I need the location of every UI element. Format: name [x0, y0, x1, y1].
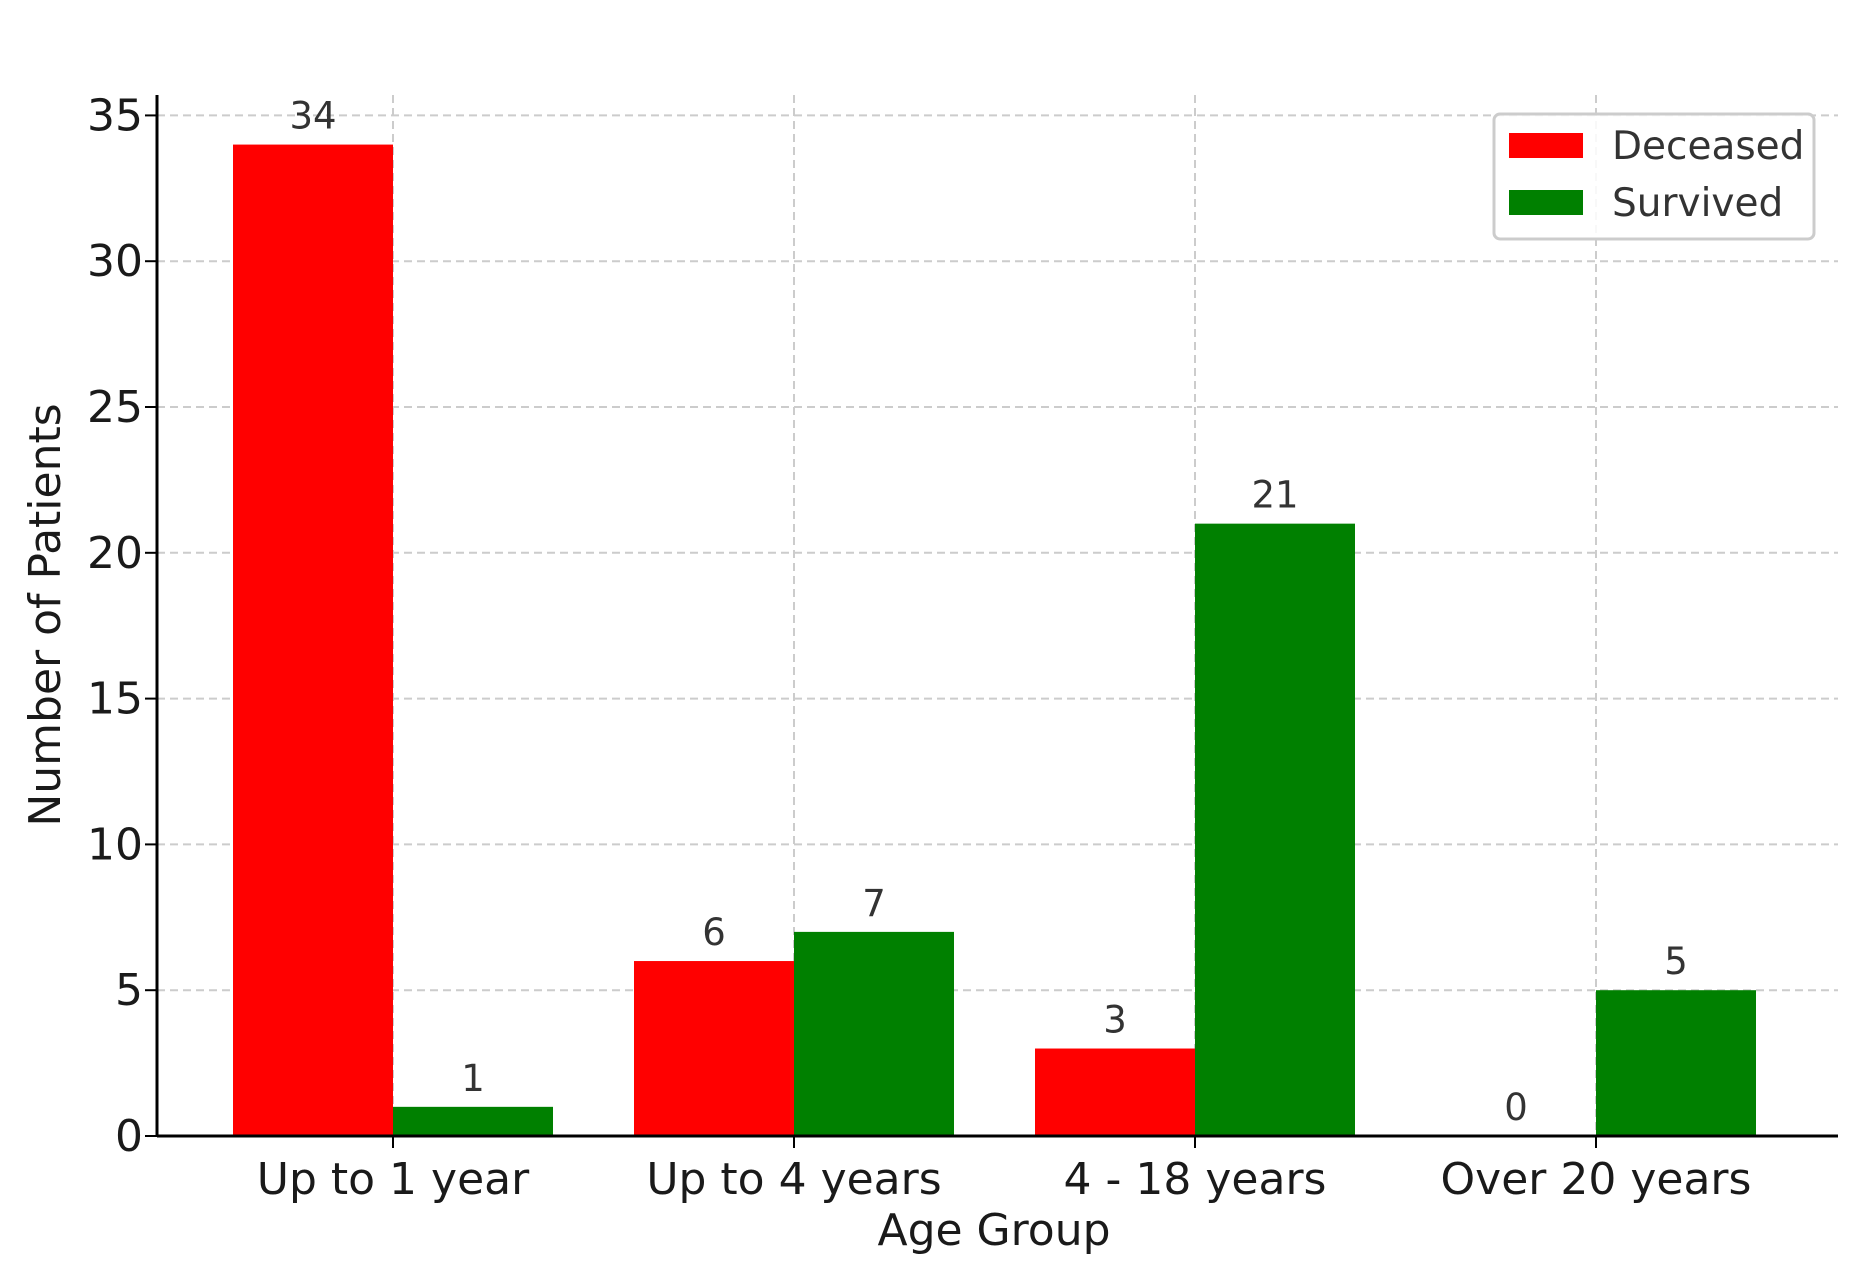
y-tick-label: 0 — [115, 1111, 143, 1162]
bar-survived-2 — [794, 931, 954, 1136]
bar-deceased-1 — [233, 144, 393, 1137]
bars — [233, 144, 1756, 1137]
legend: Deceased Survived — [1492, 112, 1816, 241]
y-tick-label: 15 — [87, 674, 143, 725]
x-tick-label: 4 - 18 years — [1064, 1154, 1327, 1205]
bar-survived-3 — [1195, 523, 1355, 1136]
bar-survived-1 — [393, 1106, 553, 1136]
data-label: 6 — [702, 911, 726, 954]
legend-swatch-survived — [1509, 190, 1583, 215]
y-tick-label: 5 — [115, 965, 143, 1016]
axes — [155, 95, 1838, 1138]
y-tick-label: 20 — [87, 528, 143, 579]
y-tick-label: 30 — [87, 236, 143, 287]
data-label: 21 — [1251, 474, 1298, 517]
legend-label-survived: Survived — [1612, 181, 1783, 226]
data-labels: 34 6 3 0 1 7 21 5 — [289, 95, 1687, 1129]
x-tick-label: Up to 4 years — [646, 1154, 941, 1205]
y-axis-title: Number of Patients — [20, 403, 71, 826]
data-label: 34 — [289, 95, 336, 138]
bar-deceased-2 — [634, 961, 794, 1136]
y-tick-label: 35 — [87, 90, 143, 141]
x-ticks: Up to 1 year Up to 4 years 4 - 18 years Ove… — [257, 1136, 1752, 1205]
bar-survived-4 — [1596, 990, 1756, 1136]
legend-label-deceased: Deceased — [1612, 124, 1804, 169]
bar-deceased-3 — [1035, 1048, 1195, 1136]
x-tick-label: Up to 1 year — [257, 1154, 530, 1205]
data-label: 5 — [1664, 940, 1688, 983]
y-tick-label: 25 — [87, 382, 143, 433]
legend-swatch-deceased — [1509, 133, 1583, 158]
data-label: 0 — [1504, 1086, 1528, 1129]
y-tick-label: 10 — [87, 819, 143, 870]
data-label: 1 — [461, 1057, 485, 1100]
y-ticks: 0 5 10 15 20 25 30 35 — [87, 90, 157, 1162]
x-tick-label: Over 20 years — [1441, 1154, 1752, 1205]
data-label: 3 — [1103, 999, 1127, 1042]
data-label: 7 — [862, 882, 886, 925]
x-axis-title: Age Group — [877, 1205, 1110, 1256]
grid-lines — [157, 95, 1838, 1136]
